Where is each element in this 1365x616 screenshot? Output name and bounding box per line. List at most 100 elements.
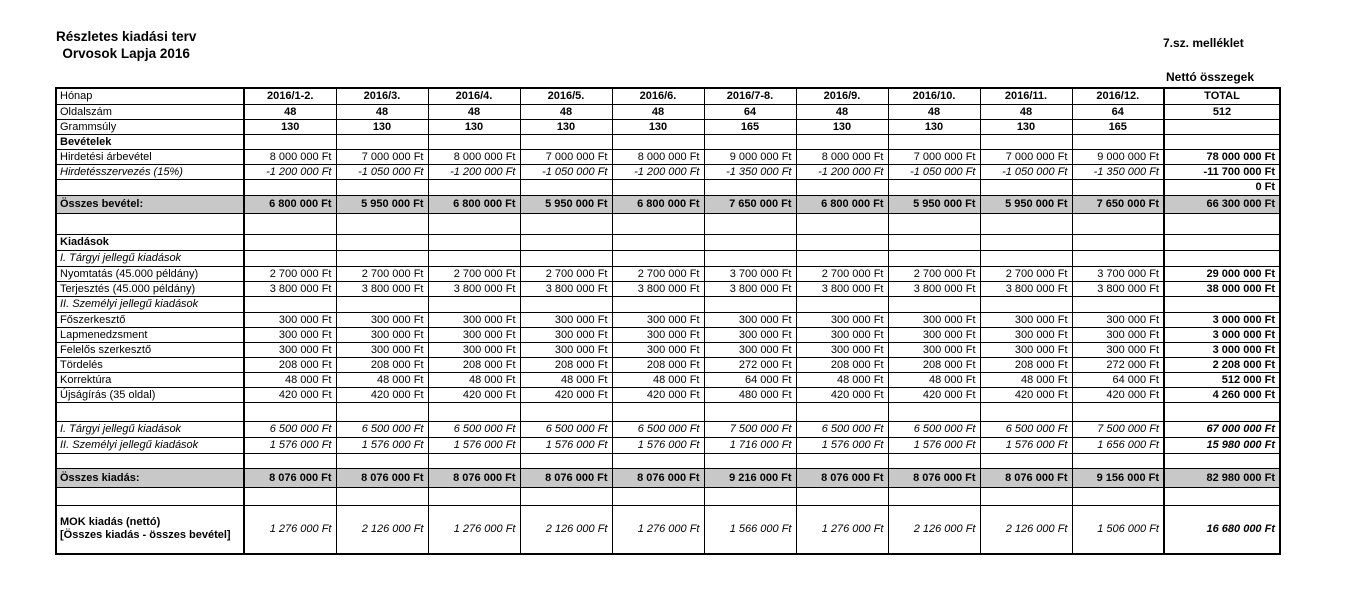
- value-cell: 1 576 000 Ft: [611, 437, 705, 454]
- value-cell: 300 000 Ft: [703, 312, 797, 328]
- annex-label: 7.sz. melléklet: [1163, 36, 1244, 50]
- value-cell: 3 800 000 Ft: [335, 281, 429, 297]
- value-cell: 1 576 000 Ft: [795, 437, 889, 454]
- value-cell: 300 000 Ft: [887, 312, 981, 328]
- value-cell: 130: [611, 119, 705, 135]
- value-cell: 2 700 000 Ft: [979, 266, 1073, 282]
- value-cell: [243, 234, 337, 251]
- value-cell: 165: [1071, 119, 1165, 135]
- value-cell: [703, 234, 797, 251]
- row-label: Korrektúra: [55, 372, 245, 388]
- value-cell: [979, 250, 1073, 267]
- value-cell: [887, 134, 981, 150]
- value-cell: [427, 179, 521, 196]
- row-label: II. Személyi jellegű kiadások: [55, 296, 245, 313]
- value-cell: 130: [795, 119, 889, 135]
- value-cell: [979, 453, 1073, 469]
- table-row: I. Tárgyi jellegű kiadások: [55, 250, 1281, 267]
- value-cell: [519, 134, 613, 150]
- value-cell: 3 800 000 Ft: [703, 281, 797, 297]
- value-cell: 1 566 000 Ft: [703, 505, 797, 554]
- value-cell: 300 000 Ft: [611, 327, 705, 343]
- value-cell: [243, 250, 337, 267]
- expense-table: Hónap 2016/1-2. 2016/3. 2016/4. 2016/5. 2016/…: [55, 87, 1281, 555]
- row-label: Kiadások: [55, 234, 245, 251]
- column-header: 2016/9.: [795, 87, 889, 105]
- value-cell: 48 000 Ft: [611, 372, 705, 388]
- value-cell: [611, 234, 705, 251]
- value-cell: 5 950 000 Ft: [887, 195, 981, 214]
- value-cell: [887, 179, 981, 196]
- value-cell: [887, 234, 981, 251]
- row-label: [55, 179, 245, 196]
- row-label: Összes bevétel:: [55, 195, 245, 214]
- value-cell: [1071, 487, 1165, 506]
- value-cell: 300 000 Ft: [335, 342, 429, 358]
- table-row: [55, 487, 1281, 506]
- value-cell: 420 000 Ft: [519, 387, 613, 403]
- value-cell: 208 000 Ft: [519, 357, 613, 373]
- value-cell: [427, 134, 521, 150]
- column-header: 2016/5.: [519, 87, 613, 105]
- value-cell: 8 076 000 Ft: [611, 468, 705, 488]
- value-cell: 8 000 000 Ft: [611, 149, 705, 165]
- row-label: Nyomtatás (45.000 példány): [55, 266, 245, 282]
- value-cell: 9 156 000 Ft: [1071, 468, 1165, 488]
- value-cell: 300 000 Ft: [243, 342, 337, 358]
- value-cell: 300 000 Ft: [427, 312, 521, 328]
- value-cell: [703, 250, 797, 267]
- expense-table-header: Hónap 2016/1-2. 2016/3. 2016/4. 2016/5. 2016/…: [55, 87, 1281, 105]
- table-row: Összes kiadás: 8 076 000 Ft 8 076 000 Ft 8 …: [55, 468, 1281, 488]
- value-cell: 3 800 000 Ft: [427, 281, 521, 297]
- value-cell: -1 050 000 Ft: [335, 164, 429, 180]
- value-cell: [887, 487, 981, 506]
- value-cell: 48: [795, 104, 889, 120]
- table-row: Tördelés 208 000 Ft 208 000 Ft 208 000 Ft 20…: [55, 357, 1281, 373]
- value-cell: 8 076 000 Ft: [795, 468, 889, 488]
- value-cell: -1 200 000 Ft: [611, 164, 705, 180]
- value-cell: [703, 453, 797, 469]
- value-cell: [335, 179, 429, 196]
- value-cell: [611, 179, 705, 196]
- value-cell: 300 000 Ft: [335, 327, 429, 343]
- value-cell: [795, 250, 889, 267]
- table-row: Oldalszám 48 48 48 48 48 64 48 48 48 64 512: [55, 104, 1281, 120]
- row-label: Újságírás (35 oldal): [55, 387, 245, 403]
- value-cell: [243, 402, 337, 422]
- value-cell: [887, 250, 981, 267]
- value-cell: 300 000 Ft: [979, 342, 1073, 358]
- value-cell: 8 000 000 Ft: [427, 149, 521, 165]
- value-cell: 7 500 000 Ft: [1071, 421, 1165, 438]
- value-cell: 7 500 000 Ft: [703, 421, 797, 438]
- column-header: 2016/3.: [335, 87, 429, 105]
- value-cell: 300 000 Ft: [703, 342, 797, 358]
- total-cell: 15 980 000 Ft: [1163, 437, 1281, 454]
- value-cell: 7 000 000 Ft: [335, 149, 429, 165]
- value-cell: [1071, 453, 1165, 469]
- value-cell: 420 000 Ft: [795, 387, 889, 403]
- total-cell: 38 000 000 Ft: [1163, 281, 1281, 297]
- value-cell: 48 000 Ft: [887, 372, 981, 388]
- table-row: MOK kiadás (nettó) [Összes kiadás - össze…: [55, 505, 1281, 554]
- table-row: Újságírás (35 oldal) 420 000 Ft 420 000 Ft…: [55, 387, 1281, 403]
- total-cell: 16 680 000 Ft: [1163, 505, 1281, 554]
- total-cell: 67 000 000 Ft: [1163, 421, 1281, 438]
- value-cell: 300 000 Ft: [795, 342, 889, 358]
- value-cell: 6 800 000 Ft: [243, 195, 337, 214]
- value-cell: -1 200 000 Ft: [243, 164, 337, 180]
- value-cell: 165: [703, 119, 797, 135]
- row-label: Összes kiadás:: [55, 468, 245, 488]
- value-cell: 2 700 000 Ft: [887, 266, 981, 282]
- total-cell: 3 000 000 Ft: [1163, 327, 1281, 343]
- value-cell: [243, 453, 337, 469]
- total-cell: 4 260 000 Ft: [1163, 387, 1281, 403]
- total-cell: 512: [1163, 104, 1281, 120]
- value-cell: 6 500 000 Ft: [887, 421, 981, 438]
- value-cell: [979, 234, 1073, 251]
- value-cell: 1 576 000 Ft: [887, 437, 981, 454]
- value-cell: 300 000 Ft: [611, 342, 705, 358]
- value-cell: 48: [243, 104, 337, 120]
- value-cell: 6 500 000 Ft: [795, 421, 889, 438]
- value-cell: -1 050 000 Ft: [979, 164, 1073, 180]
- value-cell: [335, 453, 429, 469]
